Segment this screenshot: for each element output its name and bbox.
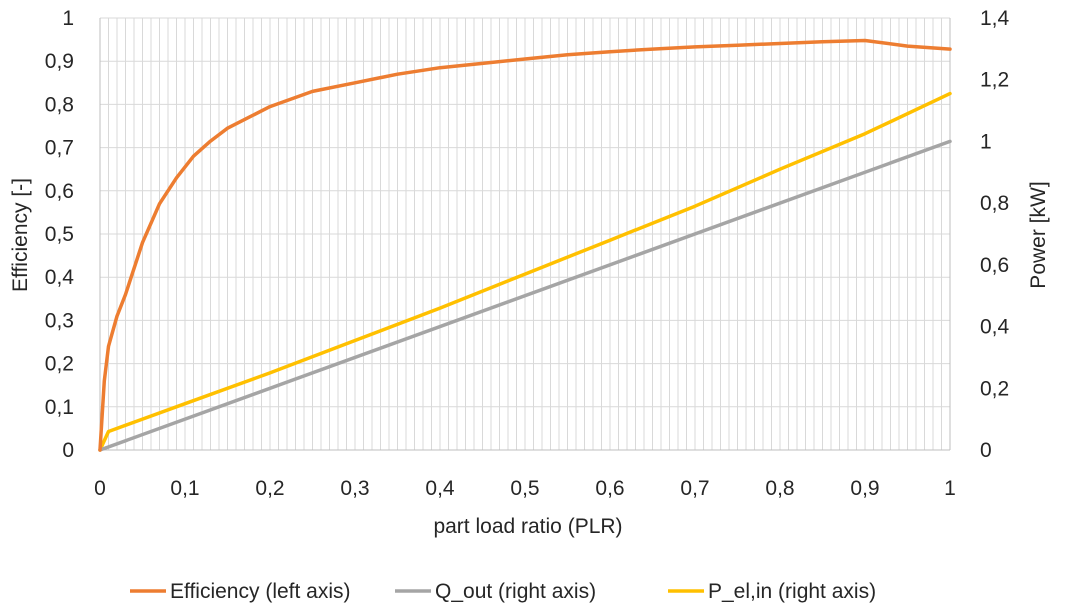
legend-label-efficiency: Efficiency (left axis) xyxy=(170,580,351,603)
y-left-tick-label: 0,4 xyxy=(45,266,75,289)
axes xyxy=(99,18,951,451)
series-lines xyxy=(98,38,952,452)
y-right-tick-label: 0,6 xyxy=(980,254,1009,277)
y-right-tick-label: 0 xyxy=(980,439,992,462)
y-right-tick-label: 1,4 xyxy=(980,7,1010,30)
x-tick-label: 0,3 xyxy=(340,477,369,500)
y-left-tick-label: 0,5 xyxy=(45,223,74,246)
y-left-tick-label: 0,6 xyxy=(45,180,74,203)
y-left-tick-label: 0,9 xyxy=(45,50,74,73)
x-tick-label: 0,4 xyxy=(425,477,455,500)
grid xyxy=(100,17,950,451)
y-left-tick-label: 0,3 xyxy=(45,309,74,332)
y-left-tick-label: 0,2 xyxy=(45,353,74,376)
x-axis-title: part load ratio (PLR) xyxy=(433,515,622,538)
y-left-tick-labels: 0 0,1 0,2 0,3 0,4 0,5 0,6 0,7 0,8 0,9 1 xyxy=(45,7,75,462)
y-right-tick-label: 0,2 xyxy=(980,377,1009,400)
series-line-efficiency xyxy=(98,38,952,452)
x-tick-label: 0,8 xyxy=(765,477,794,500)
x-tick-label: 0,5 xyxy=(510,477,539,500)
x-tick-label: 0 xyxy=(94,477,106,500)
y-right-axis-title: Power [kW] xyxy=(1027,181,1050,288)
y-right-tick-labels: 0 0,2 0,4 0,6 0,8 1 1,2 1,4 xyxy=(980,7,1010,462)
x-tick-label: 0,2 xyxy=(255,477,284,500)
y-left-axis-title: Efficiency [-] xyxy=(9,178,32,292)
x-tick-labels: 0 0,1 0,2 0,3 0,4 0,5 0,6 0,7 0,8 0,9 1 xyxy=(94,477,956,500)
x-tick-label: 0,1 xyxy=(170,477,199,500)
y-right-tick-label: 1,2 xyxy=(980,69,1009,92)
y-left-tick-label: 0 xyxy=(62,439,74,462)
series-line-q-out xyxy=(98,139,952,452)
legend-label-p-el-in: P_el,in (right axis) xyxy=(708,580,876,603)
x-tick-label: 0,7 xyxy=(680,477,709,500)
y-right-tick-label: 0,4 xyxy=(980,316,1010,339)
series-line-p-el-in xyxy=(98,91,952,452)
legend: Efficiency (left axis) Q_out (right axis)… xyxy=(130,580,876,603)
y-left-tick-label: 0,8 xyxy=(45,93,74,116)
y-right-tick-label: 1 xyxy=(980,130,992,153)
x-tick-label: 0,9 xyxy=(850,477,879,500)
y-left-tick-label: 0,1 xyxy=(45,396,74,419)
y-right-tick-label: 0,8 xyxy=(980,192,1009,215)
x-tick-label: 1 xyxy=(944,477,956,500)
legend-label-q-out: Q_out (right axis) xyxy=(435,580,596,603)
y-left-tick-label: 1 xyxy=(62,7,74,30)
y-left-tick-label: 0,7 xyxy=(45,137,74,160)
x-tick-label: 0,6 xyxy=(595,477,624,500)
